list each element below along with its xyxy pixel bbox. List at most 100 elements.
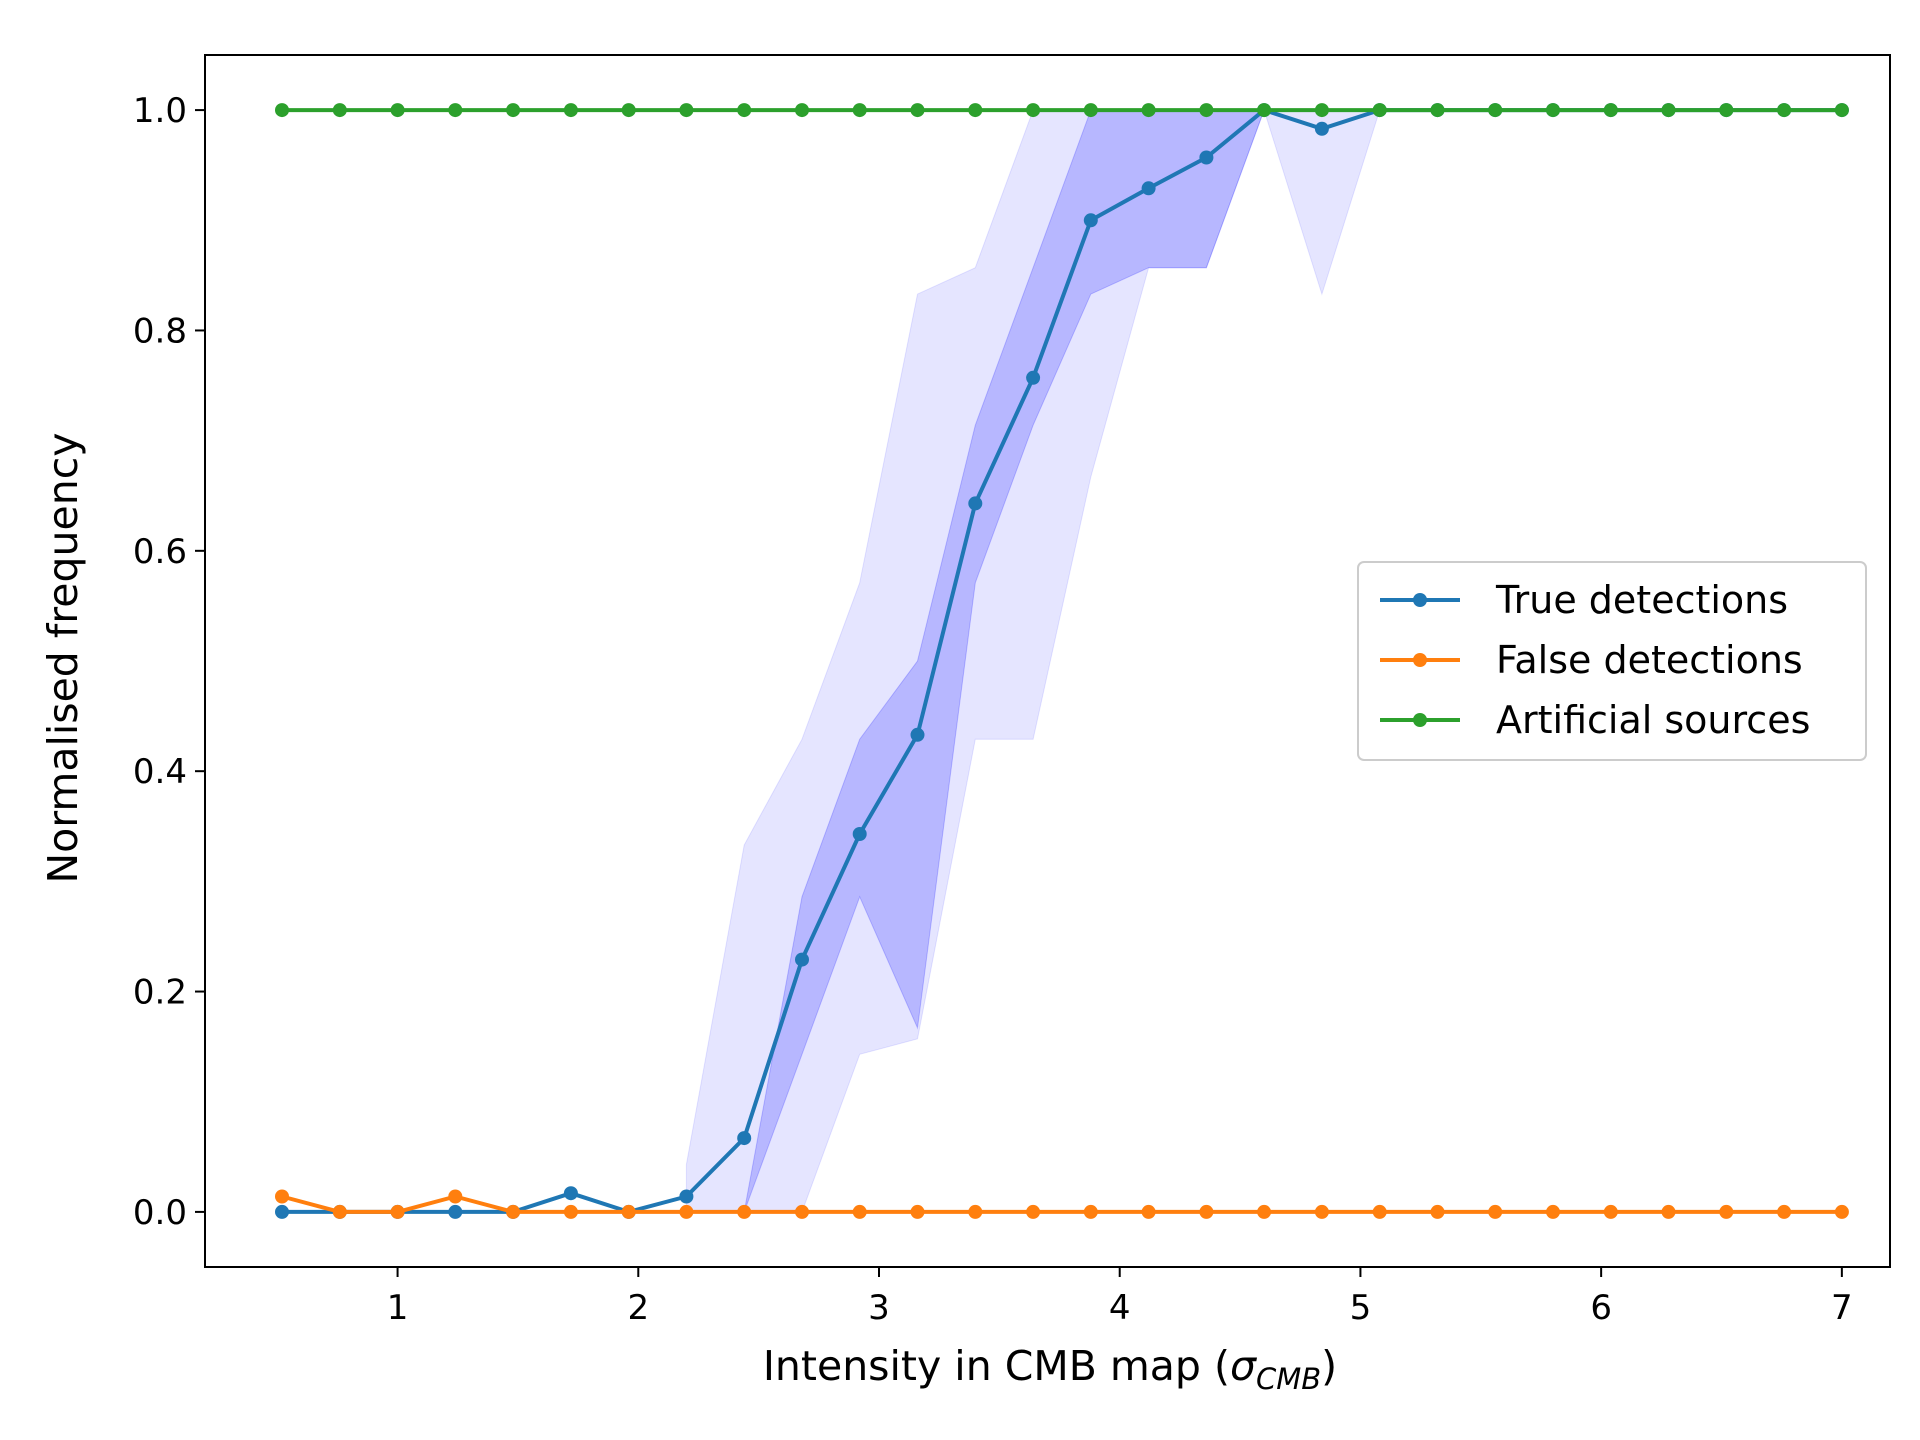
data-point-false-detections (1257, 1204, 1272, 1219)
data-point-artificial-sources (1199, 103, 1214, 118)
legend-marker-false-detections (1413, 653, 1427, 667)
x-tick-label: 7 (1831, 1288, 1853, 1328)
data-point-true-detections (910, 727, 925, 742)
data-point-artificial-sources (506, 103, 521, 118)
x-tick-label: 3 (868, 1288, 890, 1328)
x-tick-label: 5 (1350, 1288, 1372, 1328)
data-point-false-detections (1026, 1204, 1041, 1219)
data-point-false-detections (1546, 1204, 1560, 1219)
series-lines (275, 103, 1849, 1219)
data-point-false-detections (1083, 1204, 1098, 1219)
data-point-false-detections (1372, 1204, 1387, 1219)
data-point-false-detections (621, 1204, 636, 1219)
data-point-true-detections (737, 1131, 752, 1146)
x-tick-label: 2 (627, 1288, 649, 1328)
data-point-artificial-sources (1488, 103, 1503, 118)
data-point-artificial-sources (390, 103, 405, 118)
data-point-false-detections (737, 1204, 752, 1219)
data-point-false-detections (1199, 1204, 1214, 1219)
data-point-true-detections (275, 1204, 289, 1219)
data-point-false-detections (1488, 1204, 1503, 1219)
data-point-false-detections (563, 1204, 578, 1219)
data-point-false-detections (795, 1204, 809, 1219)
data-point-true-detections (448, 1204, 463, 1219)
legend-label-true-detections: True detections (1495, 578, 1788, 622)
confidence-band-1 (685, 108, 1381, 1213)
data-point-artificial-sources (1372, 103, 1387, 118)
data-point-artificial-sources (1314, 103, 1329, 118)
x-axis-label-close: ) (1321, 1342, 1337, 1390)
data-point-artificial-sources (852, 103, 867, 118)
legend-label-artificial-sources: Artificial sources (1496, 698, 1810, 742)
y-axis-ticks: 0.0 0.2 0.4 0.6 0.8 1.0 (133, 91, 205, 1233)
y-axis-label: Normalised frequency (39, 432, 87, 883)
data-point-artificial-sources (1834, 103, 1849, 118)
data-point-false-detections (390, 1204, 405, 1219)
x-axis-label-subscript: CMB (1256, 1362, 1321, 1396)
plot-frame (204, 54, 1891, 1268)
legend-frame (1357, 561, 1867, 761)
data-point-true-detections (1141, 181, 1156, 196)
data-point-true-detections (1314, 121, 1329, 136)
data-point-artificial-sources (1083, 103, 1098, 118)
data-point-false-detections (968, 1204, 983, 1219)
data-point-artificial-sources (1430, 103, 1445, 118)
data-point-false-detections (448, 1189, 463, 1204)
data-point-true-detections (1026, 370, 1041, 385)
legend: True detections False detections Artificia… (1357, 561, 1867, 761)
x-tick-label: 6 (1590, 1288, 1612, 1328)
data-point-artificial-sources (1661, 103, 1676, 118)
y-tick-label: 1.0 (133, 91, 187, 131)
data-point-artificial-sources (679, 103, 694, 118)
data-point-artificial-sources (1141, 103, 1156, 118)
data-point-artificial-sources (910, 103, 925, 118)
legend-marker-true-detections (1413, 593, 1427, 607)
data-point-artificial-sources (1257, 103, 1272, 118)
y-tick-label: 0.4 (133, 752, 187, 792)
legend-label-false-detections: False detections (1496, 638, 1803, 682)
legend-marker-artificial-sources (1413, 713, 1427, 727)
y-tick-label: 0.2 (133, 973, 187, 1013)
data-point-true-detections (1083, 213, 1098, 228)
data-point-false-detections (1777, 1204, 1792, 1219)
data-point-false-detections (332, 1204, 347, 1219)
data-point-artificial-sources (1603, 103, 1618, 118)
data-point-false-detections (910, 1204, 925, 1219)
y-tick-label: 0.8 (133, 311, 187, 351)
data-point-artificial-sources (1026, 103, 1041, 118)
x-axis-label: Intensity in CMB map (σCMB) (763, 1342, 1337, 1396)
data-point-false-detections (1314, 1204, 1329, 1219)
data-point-artificial-sources (621, 103, 636, 118)
data-point-artificial-sources (275, 103, 289, 118)
data-point-artificial-sources (1546, 103, 1560, 118)
data-point-false-detections (1430, 1204, 1445, 1219)
data-point-artificial-sources (1777, 103, 1792, 118)
data-point-false-detections (1141, 1204, 1156, 1219)
data-point-false-detections (506, 1204, 521, 1219)
x-axis-label-sigma: σ (1230, 1342, 1258, 1390)
data-point-artificial-sources (968, 103, 983, 118)
data-point-true-detections (852, 827, 867, 841)
x-axis-label-main: Intensity in CMB map ( (763, 1342, 1230, 1390)
data-point-artificial-sources (795, 103, 809, 118)
y-tick-label: 0.6 (133, 532, 187, 572)
x-axis-ticks: 1 2 3 4 5 6 7 (387, 1267, 1853, 1328)
data-point-false-detections (1834, 1204, 1849, 1219)
data-point-false-detections (679, 1204, 694, 1219)
data-point-true-detections (968, 496, 983, 511)
data-point-artificial-sources (563, 103, 578, 118)
data-point-true-detections (795, 952, 809, 967)
data-point-true-detections (679, 1189, 694, 1204)
data-point-false-detections (852, 1204, 867, 1219)
y-tick-label: 0.0 (133, 1193, 187, 1233)
data-point-true-detections (563, 1186, 578, 1201)
x-tick-label: 4 (1109, 1288, 1131, 1328)
data-point-artificial-sources (737, 103, 752, 118)
data-point-false-detections (1719, 1204, 1734, 1219)
data-point-false-detections (1603, 1204, 1618, 1219)
data-point-true-detections (1199, 150, 1214, 165)
data-point-false-detections (1661, 1204, 1676, 1219)
data-point-artificial-sources (332, 103, 347, 118)
data-point-artificial-sources (1719, 103, 1734, 118)
